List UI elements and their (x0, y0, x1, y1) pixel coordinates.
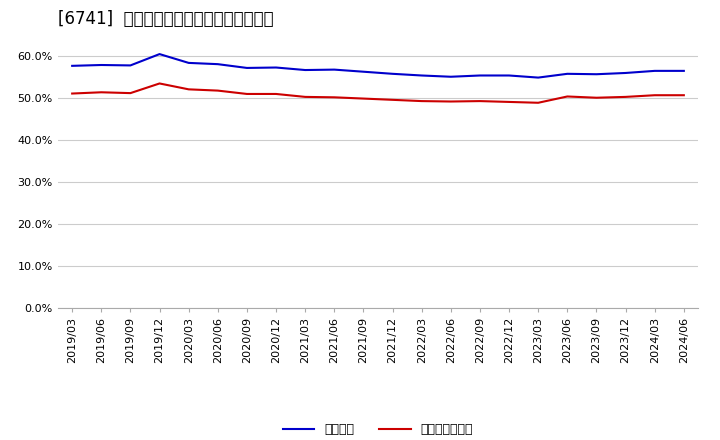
固定長期適合率 (388, 97, 397, 103)
固定比率 (156, 51, 164, 57)
固定長期適合率 (446, 99, 455, 104)
固定比率 (680, 68, 688, 73)
固定長期適合率 (563, 94, 572, 99)
固定長期適合率 (359, 96, 368, 101)
固定比率 (418, 73, 426, 78)
固定比率 (476, 73, 485, 78)
固定長期適合率 (418, 99, 426, 104)
固定比率 (301, 67, 310, 73)
固定比率 (592, 72, 600, 77)
固定長期適合率 (156, 81, 164, 86)
固定長期適合率 (650, 92, 659, 98)
固定長期適合率 (126, 91, 135, 96)
固定比率 (330, 67, 338, 72)
固定比率 (563, 71, 572, 77)
固定比率 (505, 73, 513, 78)
固定長期適合率 (476, 99, 485, 104)
Line: 固定長期適合率: 固定長期適合率 (72, 84, 684, 103)
固定長期適合率 (184, 87, 193, 92)
固定比率 (68, 63, 76, 69)
固定比率 (388, 71, 397, 77)
Text: [6741]  固定比率、固定長期適合率の推移: [6741] 固定比率、固定長期適合率の推移 (58, 10, 273, 28)
固定比率 (650, 68, 659, 73)
固定比率 (126, 63, 135, 68)
固定比率 (97, 62, 106, 68)
固定比率 (271, 65, 280, 70)
固定長期適合率 (243, 92, 251, 97)
固定長期適合率 (621, 94, 630, 99)
固定長期適合率 (330, 95, 338, 100)
固定長期適合率 (592, 95, 600, 100)
固定比率 (184, 60, 193, 66)
固定長期適合率 (68, 91, 76, 96)
固定長期適合率 (680, 92, 688, 98)
固定長期適合率 (505, 99, 513, 105)
Legend: 固定比率, 固定長期適合率: 固定比率, 固定長期適合率 (278, 418, 478, 440)
固定長期適合率 (271, 92, 280, 97)
固定比率 (243, 65, 251, 70)
固定長期適合率 (213, 88, 222, 93)
固定長期適合率 (97, 90, 106, 95)
固定比率 (621, 70, 630, 76)
固定比率 (213, 62, 222, 67)
固定長期適合率 (301, 94, 310, 99)
固定比率 (534, 75, 543, 80)
Line: 固定比率: 固定比率 (72, 54, 684, 77)
固定長期適合率 (534, 100, 543, 106)
固定比率 (446, 74, 455, 79)
固定比率 (359, 69, 368, 74)
